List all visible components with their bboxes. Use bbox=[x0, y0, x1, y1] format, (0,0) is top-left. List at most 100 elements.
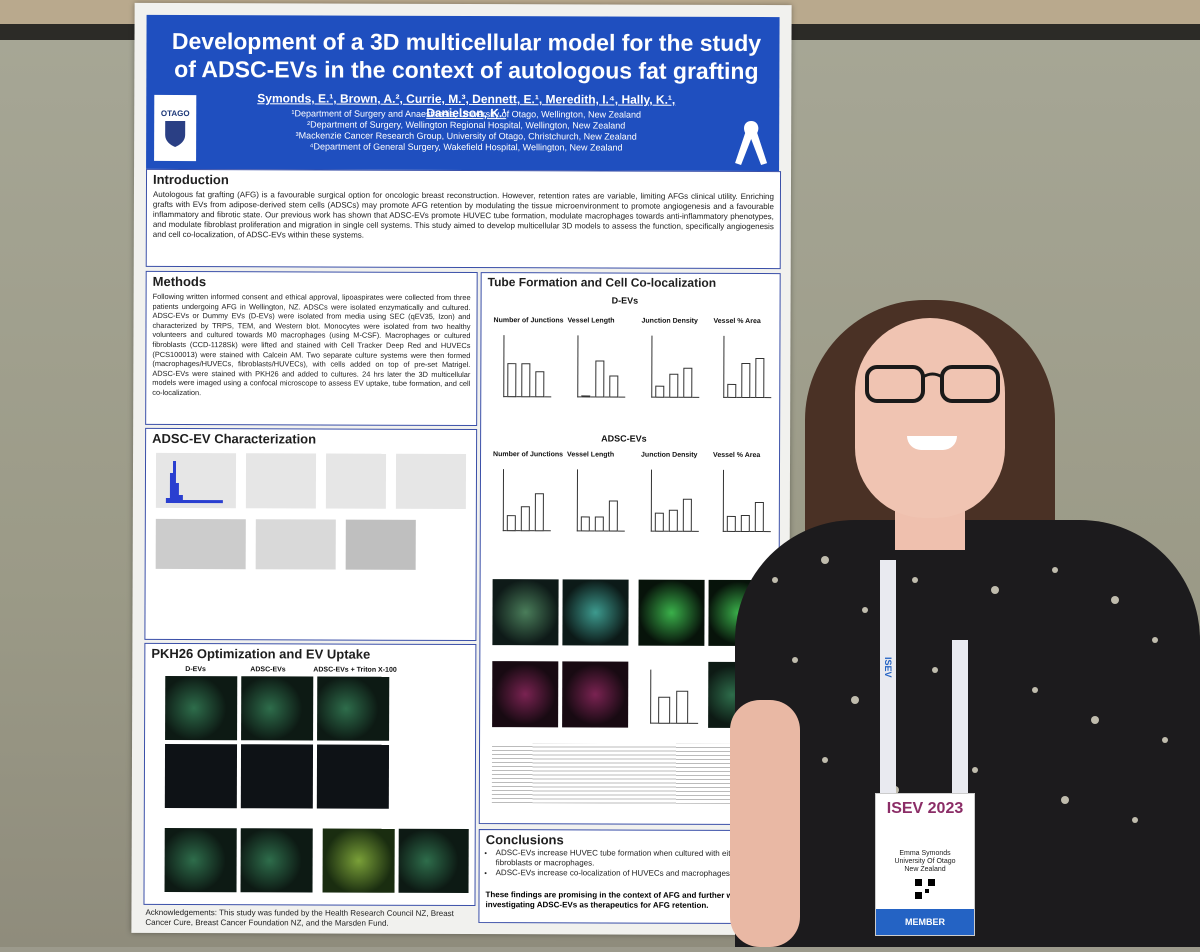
pkh26-col-label: D-EVs bbox=[185, 666, 206, 674]
bar bbox=[654, 513, 664, 532]
affiliation: ³Mackenzie Cancer Research Group, Univer… bbox=[295, 130, 637, 142]
western-blot-figure bbox=[155, 518, 246, 570]
chart-title: Vessel Length bbox=[567, 317, 615, 325]
methods-body: Following written informed consent and e… bbox=[152, 291, 471, 398]
intro-title: Introduction bbox=[152, 171, 229, 188]
histogram-icon bbox=[165, 460, 223, 504]
bar bbox=[520, 506, 530, 532]
bar bbox=[580, 516, 590, 532]
bar bbox=[676, 690, 689, 724]
group-label: ADSC-EVs bbox=[601, 433, 647, 444]
poster-header: Development of a 3D multicellular model … bbox=[146, 14, 780, 175]
tem-figure-1 bbox=[255, 519, 336, 570]
bar bbox=[658, 696, 671, 724]
micrograph bbox=[241, 676, 314, 741]
chart-title: Junction Density bbox=[641, 317, 698, 325]
bar bbox=[594, 516, 604, 532]
bar-chart bbox=[577, 335, 626, 398]
bar bbox=[534, 492, 544, 532]
bar bbox=[521, 363, 531, 398]
micrograph bbox=[492, 579, 559, 646]
micrograph bbox=[322, 828, 395, 893]
qr-code-icon bbox=[914, 878, 936, 900]
micrograph bbox=[316, 744, 390, 809]
lanyard-left: ISEV bbox=[880, 560, 896, 800]
bar bbox=[655, 385, 665, 398]
bar bbox=[727, 384, 737, 398]
bar bbox=[535, 371, 545, 398]
badge-org: University Of Otago bbox=[894, 858, 956, 865]
micrograph bbox=[164, 827, 237, 893]
bar bbox=[741, 363, 751, 399]
intro-section: Introduction Autologous fat grafting (AF… bbox=[145, 168, 782, 270]
chart-title: Vessel % Area bbox=[713, 451, 761, 460]
poster-affiliations: ¹Department of Surgery and Anaesthesia, … bbox=[226, 108, 706, 154]
poster-title: Development of a 3D multicellular model … bbox=[171, 27, 762, 85]
bar bbox=[608, 500, 618, 532]
badge-country: New Zealand bbox=[904, 866, 946, 873]
characterization-title: ADSC-EV Characterization bbox=[152, 430, 317, 447]
bar bbox=[507, 363, 517, 398]
smile bbox=[907, 436, 957, 450]
signal-trace-figure bbox=[245, 453, 317, 509]
micrograph bbox=[317, 676, 390, 741]
bar bbox=[506, 515, 516, 532]
methods-title: Methods bbox=[152, 273, 207, 290]
intro-body: Autologous fat grafting (AFG) is a favou… bbox=[152, 189, 774, 240]
histogram-figure bbox=[155, 452, 237, 509]
badge-details: Emma Symonds University Of Otago New Zea… bbox=[878, 850, 972, 874]
glasses-icon bbox=[865, 365, 1000, 403]
pkh26-section: PKH26 Optimization and EV Uptake D-EVs A… bbox=[143, 642, 477, 907]
poster: Development of a 3D multicellular model … bbox=[131, 2, 792, 936]
micrograph bbox=[240, 744, 314, 809]
group-label: D-EVs bbox=[611, 295, 639, 306]
bar-chart bbox=[502, 469, 551, 532]
bar bbox=[595, 360, 605, 398]
affiliation: ¹Department of Surgery and Anaesthesia, … bbox=[291, 108, 642, 120]
bar bbox=[755, 358, 765, 399]
methods-section: Methods Following written informed conse… bbox=[145, 270, 478, 427]
tube-title: Tube Formation and Cell Co-localization bbox=[487, 275, 717, 290]
conclusions-closing: These findings are promising in the cont… bbox=[485, 890, 746, 910]
bar-chart bbox=[503, 335, 552, 398]
bar bbox=[668, 509, 678, 532]
university-logo: OTAGO bbox=[154, 94, 197, 162]
lanyard-text: ISEV bbox=[883, 657, 893, 678]
chart-title: Junction Density bbox=[641, 451, 698, 459]
chart-title: Number of Junctions bbox=[493, 317, 564, 325]
bar bbox=[682, 498, 692, 532]
chart-title: Vessel Length bbox=[567, 451, 615, 459]
face bbox=[855, 318, 1005, 518]
micrograph bbox=[164, 743, 238, 809]
conclusions-title: Conclusions bbox=[485, 832, 564, 848]
pkh26-title: PKH26 Optimization and EV Uptake bbox=[151, 645, 371, 662]
bar bbox=[609, 375, 619, 398]
concentration-figure bbox=[325, 453, 387, 509]
arm bbox=[730, 700, 800, 947]
micrograph bbox=[492, 661, 559, 728]
acknowledgements: Acknowledgements: This study was funded … bbox=[145, 907, 454, 928]
ribbon-icon bbox=[735, 121, 768, 166]
tem-figure-2 bbox=[345, 519, 416, 570]
lanyard-right bbox=[952, 640, 968, 800]
bar bbox=[581, 394, 591, 398]
micrograph bbox=[562, 661, 629, 728]
bar bbox=[683, 368, 693, 398]
micrograph bbox=[638, 579, 705, 646]
badge-logo: ISEV 2023 bbox=[886, 800, 964, 817]
chart-title: Vessel % Area bbox=[713, 317, 761, 326]
micrograph bbox=[398, 828, 469, 894]
badge-name-text: Emma Symonds bbox=[899, 850, 951, 857]
crest-icon bbox=[165, 120, 186, 147]
bar-chart bbox=[650, 669, 699, 724]
micrograph bbox=[165, 675, 238, 741]
bar bbox=[669, 374, 679, 398]
bar-chart bbox=[723, 335, 772, 399]
logo-text: OTAGO bbox=[160, 108, 190, 119]
pkh26-col-label: ADSC-EVs bbox=[250, 666, 286, 674]
bar-chart bbox=[576, 469, 625, 532]
affiliation: ⁴Department of General Surgery, Wakefiel… bbox=[309, 141, 623, 153]
name-badge: ISEV 2023 Emma Symonds University Of Ota… bbox=[875, 793, 975, 936]
micrograph bbox=[240, 828, 313, 893]
chart-title: Number of Junctions bbox=[493, 451, 564, 459]
